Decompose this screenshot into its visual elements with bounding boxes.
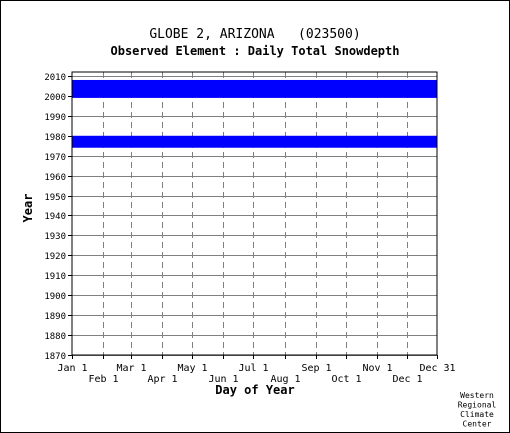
y-tick-label: 1970 (44, 153, 66, 163)
x-tick-label: Aug 1 (270, 374, 300, 385)
credit-line: Regional (458, 401, 497, 410)
y-tick-label: 1890 (44, 312, 66, 322)
y-axis-label: Year (21, 194, 35, 223)
x-tick-labels: Jan 1 Mar 1 May 1 Jul 1 Sep 1 Nov 1 Dec 31 Feb … (57, 363, 455, 385)
y-tick-label: 1920 (44, 252, 66, 262)
y-tick-label: 1950 (44, 193, 66, 203)
grid-layer (68, 72, 438, 359)
x-axis-label: Day of Year (215, 383, 294, 397)
x-tick-label: May 1 (177, 363, 207, 374)
y-tick-label: 1910 (44, 272, 66, 282)
y-tick-label: 1930 (44, 232, 66, 242)
y-tick-label: 1900 (44, 292, 66, 302)
credit-line: Western (460, 391, 494, 400)
observed-period-band (72, 135, 437, 148)
y-tick-label: 1990 (44, 113, 66, 123)
x-tick-label: Dec 31 (419, 363, 455, 374)
y-tick-label: 1980 (44, 133, 66, 143)
observed-period-band (72, 79, 437, 98)
plot-border (71, 71, 438, 356)
x-tick-label: Mar 1 (116, 363, 146, 374)
y-tick-label: 1940 (44, 212, 66, 222)
chart-title: GLOBE 2, ARIZONA (023500) (149, 27, 360, 42)
y-tick-label: 1960 (44, 173, 66, 183)
credit-line: Center (463, 420, 492, 429)
x-tick-label: Nov 1 (362, 363, 392, 374)
y-tick-label: 2000 (44, 93, 66, 103)
x-tick-label: Jul 1 (238, 363, 268, 374)
x-tick-label: Apr 1 (147, 374, 177, 385)
x-tick-label: Sep 1 (301, 363, 331, 374)
x-tick-label: Jun 1 (208, 374, 238, 385)
x-tick-label: Dec 1 (392, 374, 422, 385)
x-tick-label: Oct 1 (331, 374, 361, 385)
y-tick-label: 1870 (44, 352, 66, 362)
chart-subtitle: Observed Element : Daily Total Snowdepth (111, 44, 400, 58)
data-layer (72, 79, 437, 148)
y-tick-labels: 2010 2000 1990 1980 1970 1960 1950 1940 1930 1920… (44, 73, 66, 362)
y-tick-label: 2010 (44, 73, 66, 83)
x-tick-label: Jan 1 (57, 363, 87, 374)
y-tick-label: 1880 (44, 332, 66, 342)
x-tick-label: Feb 1 (88, 374, 118, 385)
credit-line: Climate (460, 410, 494, 419)
